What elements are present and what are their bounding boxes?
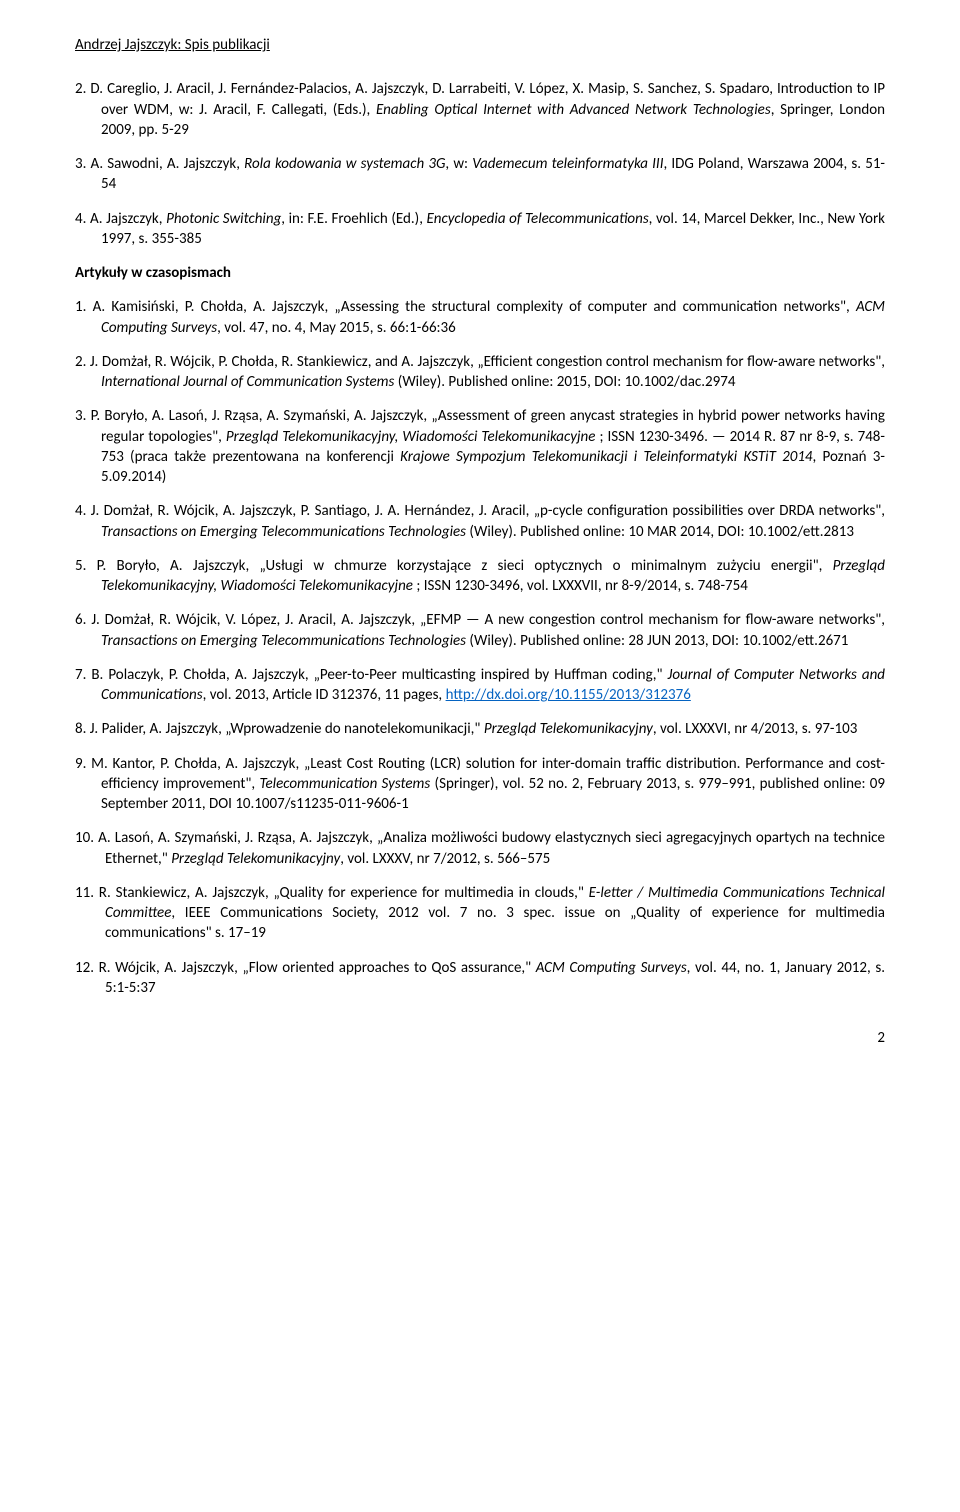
item-number: 11.	[75, 884, 94, 902]
list-item: 6. J. Domżał, R. Wójcik, V. López, J. Ar…	[75, 610, 885, 651]
list-item: 1. A. Kamisiński, P. Chołda, A. Jajszczy…	[75, 297, 885, 338]
section-heading: Artykuły w czasopismach	[75, 263, 885, 283]
item-number: 9.	[75, 755, 86, 773]
item-number: 2.	[75, 80, 86, 98]
item-number: 2.	[75, 353, 86, 371]
list-item: 9. M. Kantor, P. Chołda, A. Jajszczyk, „…	[75, 754, 885, 815]
item-number: 3.	[75, 155, 86, 173]
item-number: 10.	[75, 829, 94, 847]
doi-link[interactable]: http://dx.doi.org/10.1155/2013/312376	[446, 686, 691, 704]
list-item: 2. J. Domżał, R. Wójcik, P. Chołda, R. S…	[75, 352, 885, 393]
item-number: 6.	[75, 611, 86, 629]
list-item: 12. R. Wójcik, A. Jajszczyk, „Flow orien…	[75, 958, 885, 999]
articles-list: 1. A. Kamisiński, P. Chołda, A. Jajszczy…	[75, 297, 885, 998]
list-item: 2. D. Careglio, J. Aracil, J. Fernández-…	[75, 79, 885, 140]
item-number: 3.	[75, 407, 86, 425]
item-number: 7.	[75, 666, 86, 684]
item-number: 12.	[75, 959, 94, 977]
top-entries-list: 2. D. Careglio, J. Aracil, J. Fernández-…	[75, 79, 885, 249]
list-item: 3. A. Sawodni, A. Jajszczyk, Rola kodowa…	[75, 154, 885, 195]
page-number: 2	[75, 1028, 885, 1048]
list-item: 3. P. Boryło, A. Lasoń, J. Rząsa, A. Szy…	[75, 406, 885, 487]
list-item: 10. A. Lasoń, A. Szymański, J. Rząsa, A.…	[75, 828, 885, 869]
list-item: 7. B. Polaczyk, P. Chołda, A. Jajszczyk,…	[75, 665, 885, 706]
list-item: 5. P. Boryło, A. Jajszczyk, „Usługi w ch…	[75, 556, 885, 597]
page-header: Andrzej Jajszczyk: Spis publikacji	[75, 35, 885, 55]
list-item: 8. J. Palider, A. Jajszczyk, „Wprowadzen…	[75, 719, 885, 739]
item-number: 1.	[75, 298, 86, 316]
item-number: 8.	[75, 720, 86, 738]
list-item: 4. J. Domżał, R. Wójcik, A. Jajszczyk, P…	[75, 501, 885, 542]
item-number: 4.	[75, 502, 86, 520]
item-number: 5.	[75, 557, 86, 575]
list-item: 11. R. Stankiewicz, A. Jajszczyk, „Quali…	[75, 883, 885, 944]
item-number: 4.	[75, 210, 86, 228]
list-item: 4. A. Jajszczyk, Photonic Switching, in:…	[75, 209, 885, 250]
